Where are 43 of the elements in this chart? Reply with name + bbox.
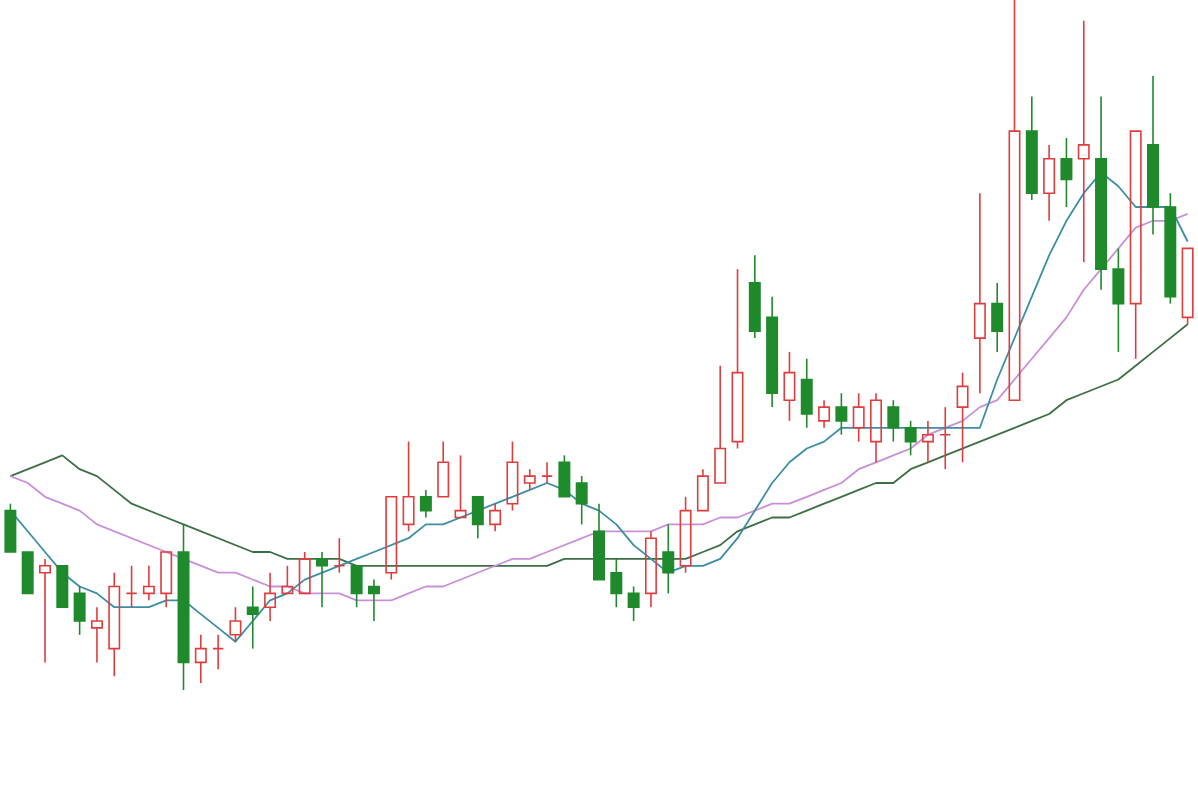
candlestick: [367, 578, 380, 622]
candlestick: [558, 454, 571, 498]
candlestick: [333, 537, 346, 574]
candlestick: [610, 558, 623, 608]
candlestick: [939, 406, 952, 470]
candlestick: [1112, 247, 1125, 353]
candlestick: [541, 461, 554, 484]
candlestick: [471, 496, 484, 539]
candlestick: [904, 420, 917, 457]
candlestick: [419, 489, 432, 519]
candlestick: [575, 475, 588, 526]
candlestick: [783, 351, 796, 422]
candlestick: [142, 565, 155, 602]
candlestick: [1060, 137, 1073, 208]
candlestick: [39, 558, 51, 664]
candlestick: [662, 523, 675, 595]
candlestick: [108, 571, 121, 677]
candlestick: [835, 392, 848, 436]
candlestick: [991, 282, 1004, 353]
candlestick: [818, 399, 831, 429]
candlestick: [316, 551, 328, 608]
candlestick: [264, 571, 277, 622]
candlestick: [973, 192, 986, 395]
candlestick: [887, 399, 900, 443]
candlestick: [21, 551, 34, 595]
candlestick: [870, 392, 882, 464]
candlestick: [246, 585, 259, 650]
candlestick: [350, 565, 363, 608]
candlestick: [1077, 19, 1090, 263]
candlestick: [644, 530, 657, 608]
candlestick: [125, 565, 138, 608]
candlestick: [800, 357, 813, 429]
candlestick: [194, 634, 207, 684]
candlestick: [489, 502, 502, 533]
candlestick: [921, 420, 934, 464]
candlestick: [73, 585, 86, 636]
candlestick: [212, 634, 225, 671]
candlestick: [627, 585, 640, 622]
candlestick: [1043, 144, 1056, 222]
candlestick: [523, 468, 536, 491]
candlestick: [4, 502, 17, 553]
candlestick: [90, 606, 103, 664]
candlestick: [56, 565, 69, 608]
